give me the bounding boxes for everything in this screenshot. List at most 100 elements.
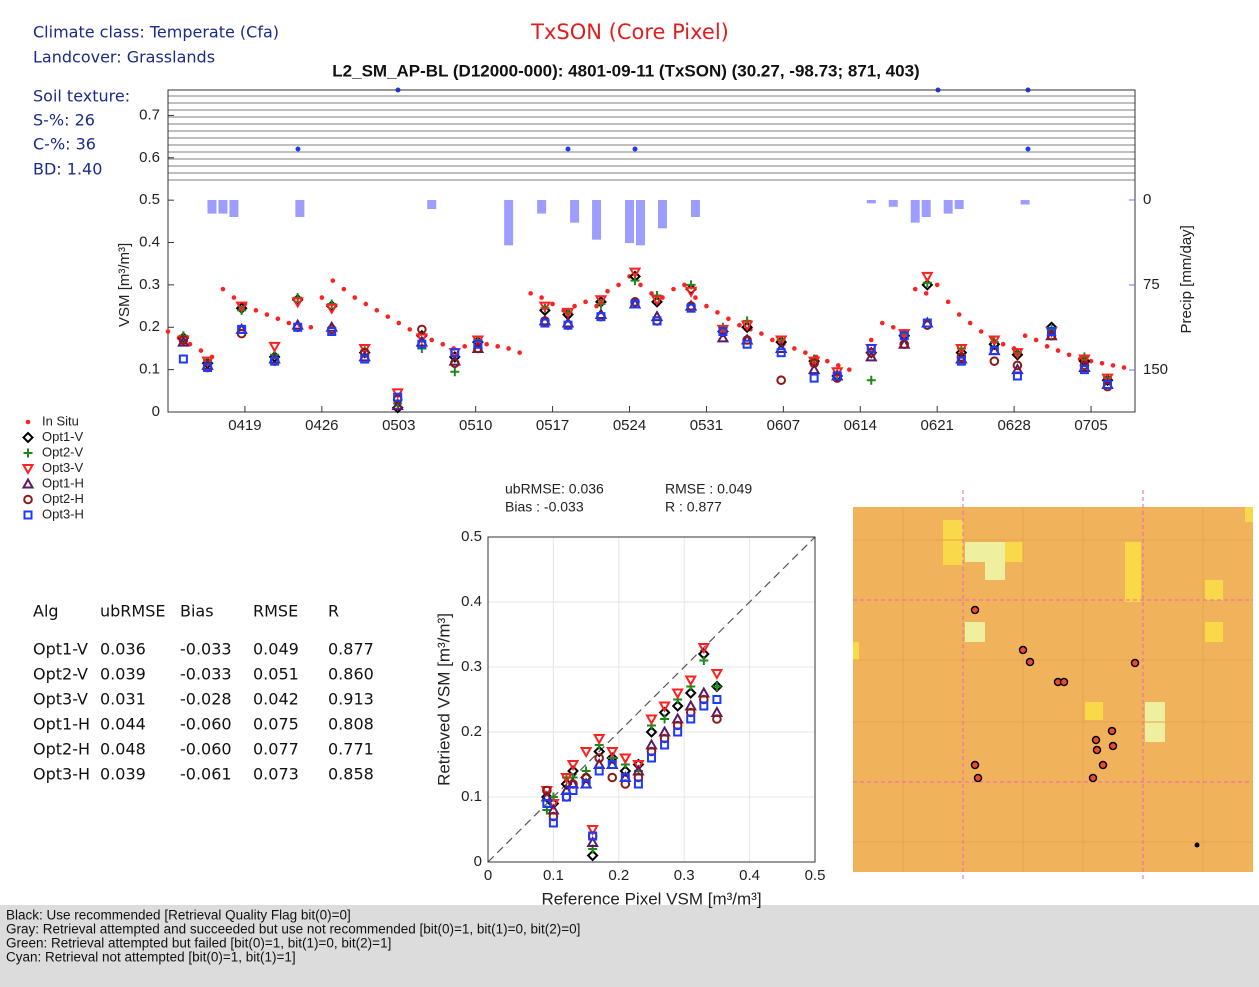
data-point (199, 348, 204, 353)
table-cell: 0.808 (328, 715, 374, 734)
x-tick-label: 0.5 (805, 867, 826, 884)
data-point (276, 316, 281, 321)
table-cell: 0.031 (100, 690, 146, 709)
x-tick-label: 0 (484, 867, 492, 884)
table-cell: -0.060 (180, 740, 232, 759)
table-header: Alg (33, 602, 59, 621)
data-point (528, 291, 533, 296)
data-point (869, 338, 874, 343)
data-point (166, 329, 171, 334)
table-cell: Opt1-H (33, 715, 90, 734)
data-point (1067, 353, 1072, 358)
x-tick-label: 0705 (1074, 417, 1107, 434)
y-tick-label: 0.2 (461, 723, 482, 740)
precip-bar (537, 200, 546, 214)
x-tick-label: 0426 (305, 417, 338, 434)
data-point (968, 321, 973, 326)
precip-bar (218, 200, 227, 214)
data-point (946, 300, 951, 305)
data-point (825, 359, 830, 364)
data-point (867, 376, 876, 385)
table-cell: 0.077 (253, 740, 299, 759)
data-point (221, 287, 226, 292)
table-cell: Opt2-V (33, 665, 88, 684)
legend-marker (24, 480, 33, 488)
sand-percent: S-%: 26 (33, 111, 95, 130)
data-point (770, 338, 775, 343)
data-point (759, 331, 764, 336)
stat-annotation: Bias : -0.033 (505, 499, 584, 515)
legend-marker (24, 449, 33, 458)
precip-bar (295, 200, 304, 217)
precip-bar (427, 200, 436, 209)
data-point (572, 304, 577, 309)
y-tick-label: 0.4 (139, 233, 160, 250)
data-point (1100, 361, 1105, 366)
table-cell: -0.033 (180, 640, 232, 659)
y-axis-label: Retrieved VSM [m³/m³] (434, 613, 453, 786)
data-point (385, 314, 390, 319)
stat-annotation: R : 0.877 (665, 499, 722, 515)
map-background (853, 507, 1253, 872)
y2-tick-label: 75 (1143, 276, 1160, 293)
y2-axis-label: Precip [mm/day] (1178, 225, 1195, 333)
y-tick-label: 0.7 (139, 106, 160, 123)
data-point (1023, 333, 1028, 338)
table-cell: 0.039 (100, 665, 146, 684)
data-point (550, 302, 555, 307)
x-tick-label: 0614 (844, 417, 877, 434)
data-point (991, 357, 999, 365)
chart-subtitle: L2_SM_AP-BL (D12000-000): 4801-09-11 (Tx… (332, 61, 919, 80)
legend-label: Opt1-V (42, 429, 84, 444)
precip-bar (636, 200, 645, 245)
x-tick-label: 0.4 (739, 867, 760, 884)
precip-bar (570, 200, 579, 223)
y-tick-label: 0.5 (139, 191, 160, 208)
precip-bar (955, 200, 964, 209)
stat-annotation: RMSE : 0.049 (665, 481, 752, 497)
data-point (979, 329, 984, 334)
legend-marker (25, 512, 32, 519)
data-point (605, 289, 610, 294)
data-point (616, 283, 621, 288)
table-header: Bias (180, 602, 214, 621)
data-point (1122, 365, 1127, 370)
data-point (1111, 363, 1116, 368)
table-cell: Opt3-V (33, 690, 88, 709)
precip-bar (658, 200, 667, 228)
x-tick-label: 0.3 (674, 867, 695, 884)
legend-marker (24, 496, 32, 504)
flag-dot (566, 147, 571, 152)
data-point (331, 278, 336, 283)
footer-line: Cyan: Retrieval not attempted [bit(0)=1,… (6, 950, 296, 965)
y-tick-label: 0.5 (461, 528, 482, 545)
landcover: Landcover: Grasslands (33, 48, 215, 67)
data-point (715, 310, 720, 315)
data-point (495, 344, 500, 349)
data-point (287, 321, 292, 326)
data-point (737, 323, 742, 328)
data-point (891, 325, 896, 330)
precip-bar (207, 200, 216, 214)
precip-bar (944, 200, 953, 214)
legend-label: Opt2-V (42, 444, 84, 459)
y2-tick-label: 150 (1143, 361, 1168, 378)
table-cell: 0.075 (253, 715, 299, 734)
data-point (935, 283, 940, 288)
table-cell: 0.877 (328, 640, 374, 659)
legend-label: Opt3-H (42, 506, 84, 521)
map-station (1195, 843, 1200, 848)
table-header: R (328, 602, 339, 621)
bulk-density: BD: 1.40 (33, 160, 102, 179)
data-point (693, 295, 698, 300)
table-cell: 0.044 (100, 715, 146, 734)
data-point (484, 342, 489, 347)
data-point (429, 338, 434, 343)
table-cell: 0.858 (328, 765, 374, 784)
data-point (450, 367, 459, 376)
data-point (847, 367, 852, 372)
data-point (320, 295, 325, 300)
x-tick-label: 0.1 (543, 867, 564, 884)
data-point (363, 302, 368, 307)
data-point (803, 350, 808, 355)
